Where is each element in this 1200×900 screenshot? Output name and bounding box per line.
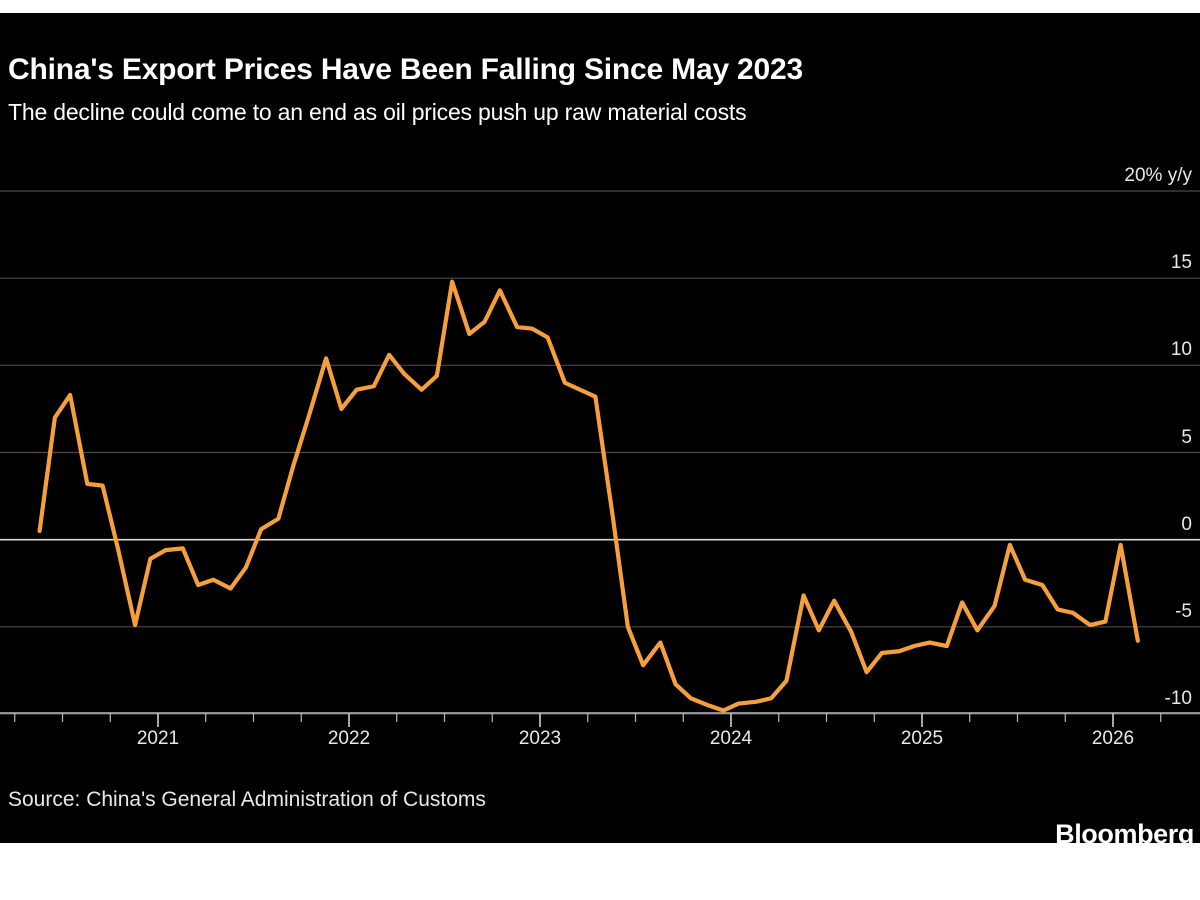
line-chart-plot xyxy=(0,190,1200,727)
series-line-0 xyxy=(37,279,1140,713)
y-axis-tick-label: 10 xyxy=(1170,339,1192,361)
x-axis-tick-label: 2023 xyxy=(518,728,562,749)
y-axis-tick-label: -5 xyxy=(1175,600,1192,622)
x-axis-tick-label: 2026 xyxy=(1091,728,1135,749)
y-axis-tick-label: 5 xyxy=(1181,426,1192,448)
x-axis-tick-label: 2022 xyxy=(327,728,371,749)
source-note: Source: China's General Administration o… xyxy=(8,788,486,811)
chart-panel: China's Export Prices Have Been Falling … xyxy=(0,13,1200,843)
x-axis-tick-label: 2024 xyxy=(709,728,753,749)
y-axis-unit-label: 20% y/y xyxy=(1124,165,1192,186)
y-axis-tick-label: 0 xyxy=(1181,513,1192,535)
x-axis-tick-label: 2025 xyxy=(900,728,944,749)
y-axis-tick-label: -10 xyxy=(1164,688,1192,709)
y-axis-tick-label: 15 xyxy=(1170,252,1192,274)
page-title: China's Export Prices Have Been Falling … xyxy=(8,53,803,86)
bloomberg-logo: Bloomberg xyxy=(1055,819,1194,843)
page-subtitle: The decline could come to an end as oil … xyxy=(8,99,747,125)
x-axis-tick-label: 2021 xyxy=(136,728,180,749)
